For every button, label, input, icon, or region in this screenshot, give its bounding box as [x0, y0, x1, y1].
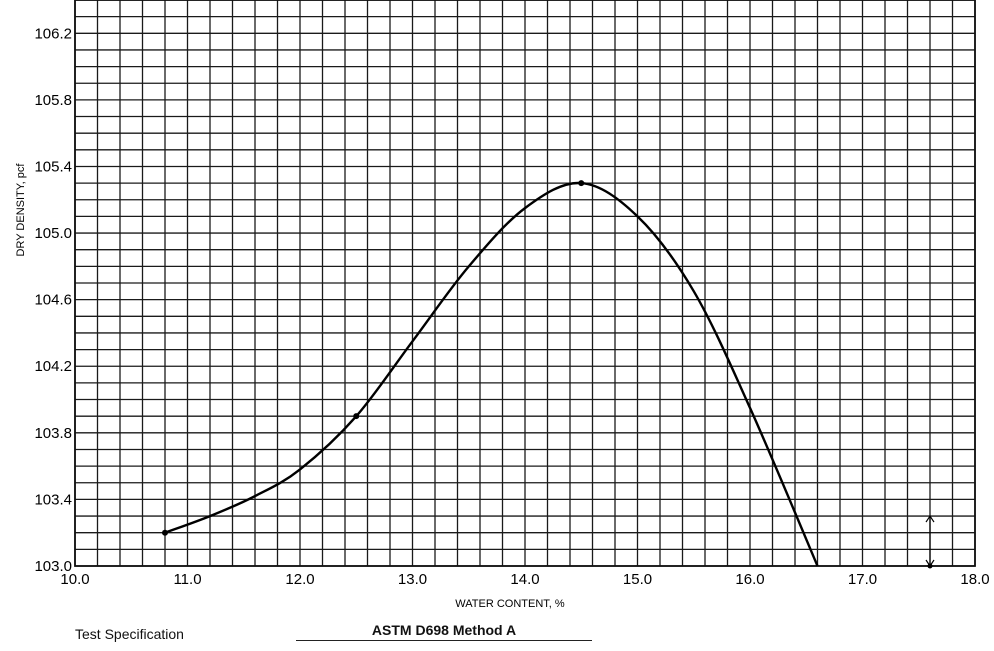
- y-tick-label: 103.0: [34, 558, 72, 575]
- y-tick-label: 103.4: [34, 491, 72, 508]
- data-point: [353, 413, 360, 420]
- zero-air-voids-marker: [925, 514, 935, 569]
- y-tick-label: 103.8: [34, 425, 72, 442]
- marker-arrow-up: [925, 514, 935, 523]
- data-point: [162, 529, 168, 536]
- marker-dot: [927, 563, 933, 569]
- x-tick-label: 11.0: [173, 571, 201, 588]
- y-tick-label: 104.6: [34, 292, 72, 309]
- grid-lines: [74, 0, 976, 567]
- y-axis-label: DRY DENSITY, pcf: [15, 163, 27, 257]
- compaction-curve: [164, 181, 819, 567]
- x-tick-label: 18.0: [960, 571, 989, 588]
- data-points: [162, 180, 585, 536]
- y-tick-label: 105.4: [34, 158, 72, 175]
- specification-underline: [296, 640, 592, 641]
- y-axis-ticks: 103.0 103.4 103.8 104.2 104.6 105.0 105.4 105.8…: [34, 25, 72, 575]
- x-tick-label: 10.0: [60, 571, 89, 588]
- y-tick-label: 105.8: [34, 92, 72, 109]
- x-axis-label: WATER CONTENT, %: [455, 598, 565, 610]
- x-axis-ticks: 10.0 11.0 12.0 13.0 14.0 15.0 16.0 17.0 18.0: [60, 571, 989, 588]
- plot-frame: [74, 0, 976, 567]
- data-point: [578, 180, 585, 187]
- x-tick-label: 13.0: [398, 571, 427, 588]
- y-tick-label: 106.2: [34, 25, 72, 42]
- y-tick-label: 105.0: [34, 225, 72, 242]
- x-tick-label: 12.0: [285, 571, 314, 588]
- test-specification-value: ASTM D698 Method A: [371, 622, 517, 638]
- x-tick-label: 14.0: [510, 571, 539, 588]
- x-tick-label: 17.0: [848, 571, 877, 588]
- x-tick-label: 16.0: [735, 571, 764, 588]
- y-tick-label: 104.2: [34, 358, 72, 375]
- test-specification-label: Test Specification: [75, 626, 184, 642]
- x-tick-label: 15.0: [623, 571, 652, 588]
